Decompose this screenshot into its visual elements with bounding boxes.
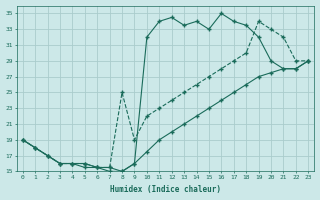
X-axis label: Humidex (Indice chaleur): Humidex (Indice chaleur) (110, 185, 221, 194)
